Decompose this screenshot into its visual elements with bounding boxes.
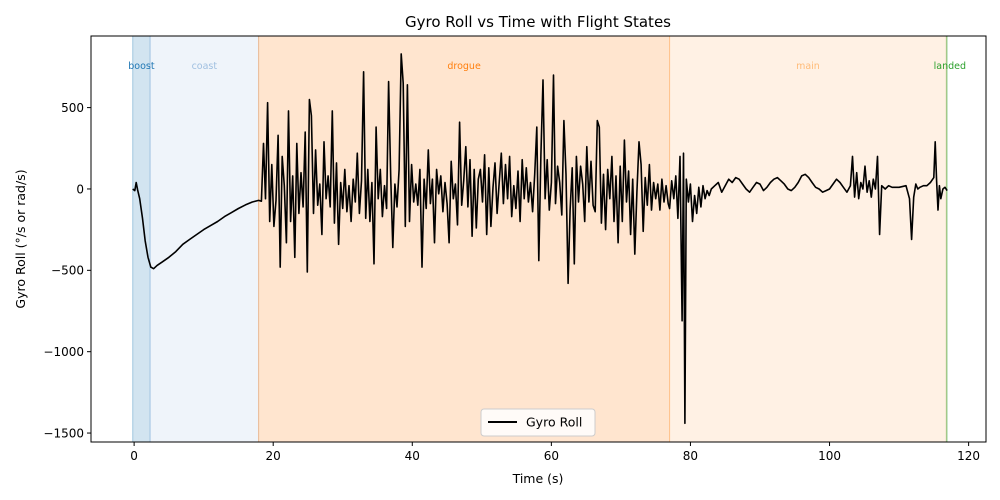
x-tick-label: 100 xyxy=(818,449,841,463)
y-tick-label: 0 xyxy=(76,182,84,196)
plot-line-layer xyxy=(132,53,948,425)
state-label-coast: coast xyxy=(192,61,218,72)
x-axis-ticks: 0 20 40 60 80 100 120 xyxy=(130,442,980,463)
legend-box xyxy=(480,408,596,437)
flight-state-labels: boost coast drogue main landed xyxy=(128,61,966,72)
series-line-0 xyxy=(132,53,948,425)
y-tick-label: −1000 xyxy=(43,345,84,359)
legend-label: Gyro Roll xyxy=(526,415,582,430)
state-band-main xyxy=(669,35,947,443)
y-tick-label: −1500 xyxy=(43,426,84,440)
state-band-drogue xyxy=(258,35,671,443)
x-tick-label: 0 xyxy=(130,449,138,463)
y-tick-label: −500 xyxy=(51,264,84,278)
x-axis-label: Time (s) xyxy=(512,471,564,486)
y-axis-ticks: 500 0 −500 −1000 −1500 xyxy=(43,101,91,440)
state-label-drogue: drogue xyxy=(447,61,481,72)
flight-state-bands xyxy=(132,35,948,443)
x-tick-label: 120 xyxy=(957,449,980,463)
state-label-boost: boost xyxy=(128,61,155,72)
state-band-coast xyxy=(149,35,260,443)
chart-title: Gyro Roll vs Time with Flight States xyxy=(405,13,671,31)
plot-frame xyxy=(90,35,987,443)
x-tick-label: 80 xyxy=(683,449,698,463)
state-label-main: main xyxy=(796,61,820,72)
x-tick-label: 60 xyxy=(544,449,559,463)
x-tick-label: 20 xyxy=(266,449,281,463)
legend: Gyro Roll xyxy=(480,408,596,437)
state-label-landed: landed xyxy=(934,61,966,72)
y-tick-label: 500 xyxy=(61,101,84,115)
state-band-landed xyxy=(945,35,948,443)
state-band-boost xyxy=(132,35,151,443)
y-axis-label: Gyro Roll (°/s or rad/s) xyxy=(13,169,28,308)
x-tick-label: 40 xyxy=(405,449,420,463)
